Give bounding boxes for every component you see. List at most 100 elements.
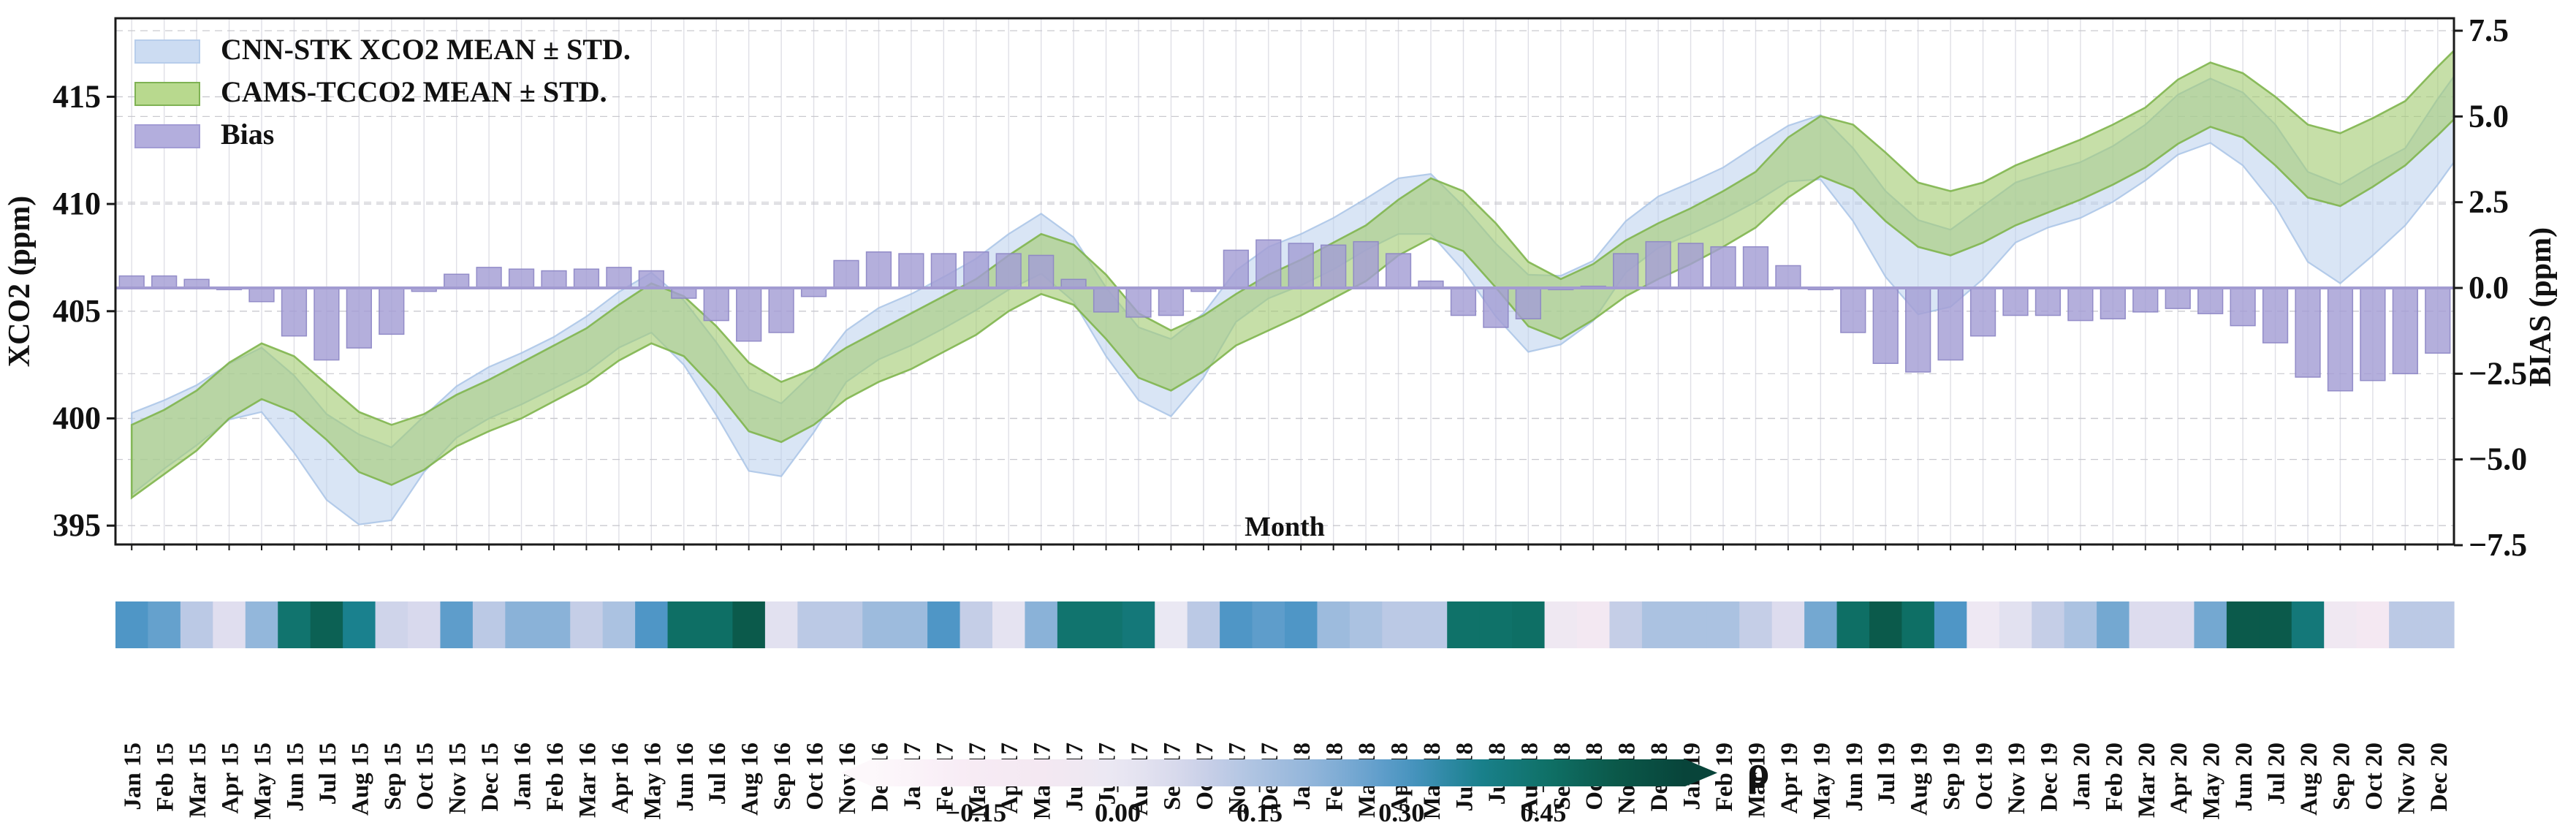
month-label: Oct 19: [1972, 743, 1998, 810]
rho-cell: [1609, 601, 1643, 648]
rho-cell: [440, 601, 474, 648]
left-axis-title: XCO2 (ppm): [3, 196, 37, 368]
rho-cell: [180, 601, 213, 648]
month-label: Sep 16: [770, 743, 796, 810]
bias-bar: [1969, 287, 1996, 337]
rho-cell: [992, 601, 1026, 648]
rho-cell: [1220, 601, 1253, 648]
month-label: Jun 20: [2231, 743, 2257, 811]
rho-cell: [310, 601, 343, 648]
left-tick-label: 405: [53, 293, 101, 329]
rho-cell: [1641, 601, 1675, 648]
bias-bar: [151, 275, 178, 289]
bias-bar: [2067, 287, 2094, 322]
bias-bar: [2165, 287, 2191, 309]
month-label: Apr 16: [607, 743, 634, 814]
month-label: Apr 20: [2166, 743, 2192, 814]
bias-bar: [995, 253, 1022, 289]
rho-cell: [1577, 601, 1611, 648]
bias-bar: [2392, 287, 2418, 375]
bias-bar: [671, 287, 697, 299]
bias-bar: [2295, 287, 2321, 378]
rho-cell: [2259, 601, 2292, 648]
left-tick-label: 410: [53, 186, 101, 221]
axes: 395 400 405 410 415 7.5 5.0 2.5 0.0 −2.5 −5.0 −7.5 X…: [3, 12, 2558, 563]
rho-cell: [2226, 601, 2260, 648]
right-tick-label: −5.0: [2469, 441, 2527, 477]
bias-bar: [736, 287, 762, 342]
bias-bar: [1321, 244, 1347, 289]
rho-cell: [1285, 601, 1318, 648]
rho-cell: [1090, 601, 1123, 648]
x-axis-title: Month: [1245, 512, 1325, 542]
rho-cell: [927, 601, 961, 648]
rho-cell: [1382, 601, 1416, 648]
rho-cell: [732, 601, 766, 648]
rho-cell: [1122, 601, 1155, 648]
colorbar-right-arrow: [1685, 759, 1717, 786]
right-tick-label: 2.5: [2469, 184, 2509, 220]
bias-bar: [865, 251, 892, 289]
rho-cell: [1869, 601, 1903, 648]
bias-bar: [2002, 287, 2029, 316]
rho-cell: [1967, 601, 2000, 648]
bias-bar: [2360, 287, 2386, 381]
bias-bar: [2132, 287, 2159, 313]
bias-bar: [606, 267, 632, 289]
bias-bar: [2230, 287, 2256, 327]
bias-bar: [541, 270, 567, 289]
rho-cell: [635, 601, 669, 648]
rho-cell: [1836, 601, 1870, 648]
bias-bar: [1775, 265, 1801, 289]
rho-cell: [115, 601, 149, 648]
right-axis-title: BIAS (ppm): [2524, 227, 2558, 387]
rho-cell: [2421, 601, 2455, 648]
rho-cell: [148, 601, 181, 648]
legend-label: CAMS-TCCO2 MEAN ± STD.: [221, 75, 607, 108]
month-label: Jan 20: [2069, 743, 2095, 810]
bias-bar: [2425, 287, 2451, 354]
month-label: Sep 19: [1939, 743, 1965, 810]
rho-cell: [278, 601, 311, 648]
colorbar-tick-label: 0.45: [1520, 798, 1566, 827]
rho-cell: [1349, 601, 1383, 648]
month-label: Dec 19: [2036, 743, 2062, 811]
bias-bar: [1385, 253, 1412, 289]
rho-cell: [1934, 601, 1967, 648]
bias-bar: [1742, 246, 1769, 289]
month-label: Jul 15: [315, 743, 341, 805]
rho-cell: [2129, 601, 2162, 648]
bias-bar: [2262, 287, 2289, 343]
right-tick-label: −7.5: [2469, 527, 2527, 563]
rho-cell: [960, 601, 993, 648]
month-label: Mar 15: [185, 743, 211, 818]
bias-bar: [118, 275, 145, 289]
right-tick-label: −2.5: [2469, 355, 2527, 391]
month-label: Jul 20: [2264, 743, 2290, 805]
rho-cell: [667, 601, 701, 648]
rho-heatmap-strip: Jan 15 Feb 15 Mar 15 Apr 15 May 15 Jun 15 Jul …: [115, 601, 2455, 819]
month-label: Sep 15: [380, 743, 406, 810]
bias-bar: [1353, 240, 1379, 289]
bias-bar: [1028, 254, 1055, 289]
rho-cell: [1674, 601, 1708, 648]
colorbar-tick-label: 0.15: [1236, 798, 1283, 827]
bias-bar: [1937, 287, 1964, 361]
rho-cell: [1187, 601, 1220, 648]
month-label: Feb 16: [542, 743, 569, 811]
rho-cell: [570, 601, 604, 648]
month-label: Mar 20: [2134, 743, 2160, 818]
month-label: Oct 16: [802, 743, 829, 810]
rho-cell: [1317, 601, 1350, 648]
bias-bar: [346, 287, 372, 349]
bias-bar: [508, 268, 535, 289]
month-label: Oct 20: [2361, 743, 2387, 810]
month-label: Aug 19: [1907, 743, 1933, 816]
rho-cell: [1414, 601, 1448, 648]
rho-cell: [2194, 601, 2227, 648]
bias-bar: [573, 268, 600, 289]
bias-bar: [833, 259, 859, 289]
legend: CNN-STK XCO2 MEAN ± STD. CAMS-TCCO2 MEAN …: [134, 33, 631, 151]
